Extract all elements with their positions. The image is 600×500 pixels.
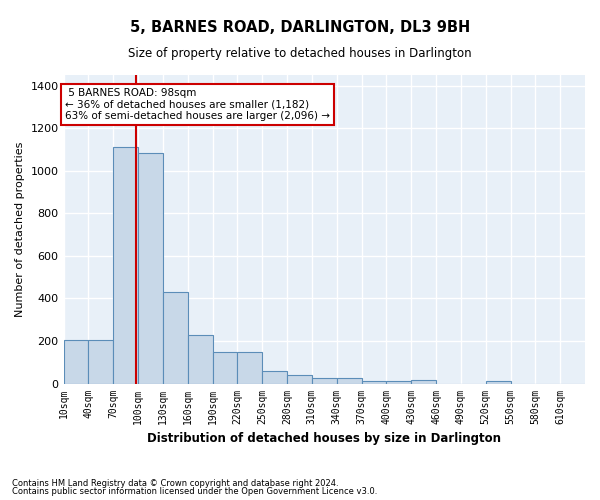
Y-axis label: Number of detached properties: Number of detached properties bbox=[15, 142, 25, 317]
Bar bbox=[188, 334, 212, 384]
Bar bbox=[337, 378, 362, 384]
Bar bbox=[64, 340, 88, 384]
Bar bbox=[485, 381, 511, 384]
Bar bbox=[362, 381, 386, 384]
Bar bbox=[312, 378, 337, 384]
Text: 5, BARNES ROAD, DARLINGTON, DL3 9BH: 5, BARNES ROAD, DARLINGTON, DL3 9BH bbox=[130, 20, 470, 35]
Bar bbox=[212, 352, 238, 384]
Bar bbox=[88, 340, 113, 384]
X-axis label: Distribution of detached houses by size in Darlington: Distribution of detached houses by size … bbox=[147, 432, 501, 445]
Bar bbox=[287, 376, 312, 384]
Bar bbox=[262, 372, 287, 384]
Bar bbox=[411, 380, 436, 384]
Bar bbox=[163, 292, 188, 384]
Bar bbox=[386, 381, 411, 384]
Text: Contains public sector information licensed under the Open Government Licence v3: Contains public sector information licen… bbox=[12, 487, 377, 496]
Bar bbox=[113, 147, 138, 384]
Bar bbox=[138, 152, 163, 384]
Bar bbox=[238, 352, 262, 384]
Text: 5 BARNES ROAD: 98sqm 
← 36% of detached houses are smaller (1,182)
63% of semi-d: 5 BARNES ROAD: 98sqm ← 36% of detached h… bbox=[65, 88, 330, 121]
Text: Contains HM Land Registry data © Crown copyright and database right 2024.: Contains HM Land Registry data © Crown c… bbox=[12, 478, 338, 488]
Text: Size of property relative to detached houses in Darlington: Size of property relative to detached ho… bbox=[128, 48, 472, 60]
